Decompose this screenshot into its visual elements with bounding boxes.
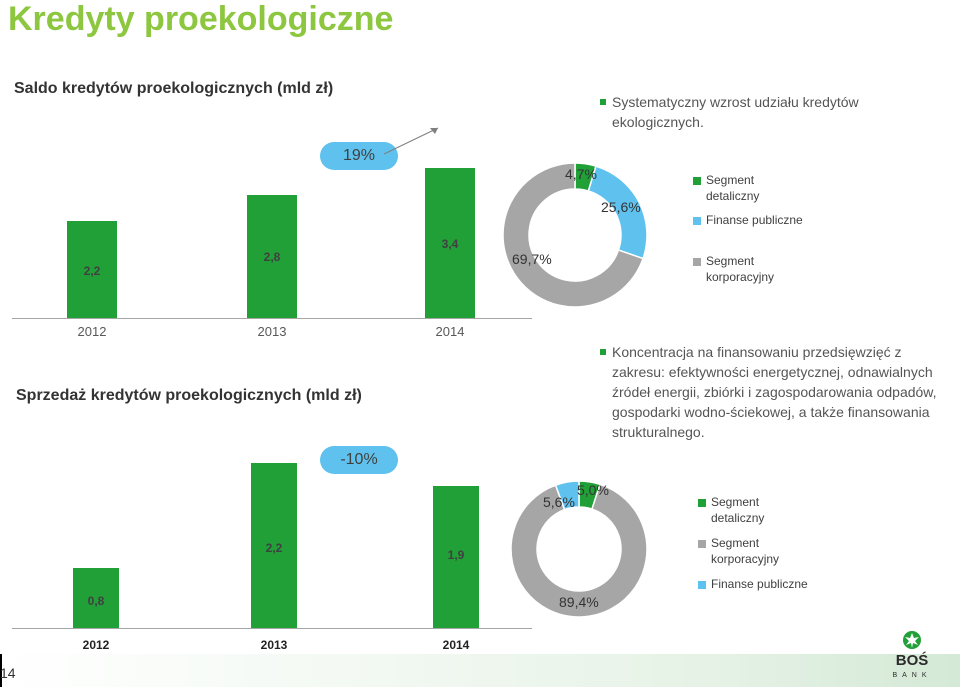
chart1-title: Saldo kredytów proekologicznych (mld zł) bbox=[14, 80, 334, 97]
donut-slice bbox=[502, 162, 645, 308]
chart2-growth-badge: -10% bbox=[320, 446, 398, 474]
chart1-axis bbox=[12, 318, 532, 319]
bullet-marker bbox=[600, 349, 606, 355]
legend2-retail: Segment detaliczny bbox=[711, 495, 765, 525]
donut-slice bbox=[554, 480, 580, 511]
donut2-label-corporate: 89,4% bbox=[559, 594, 599, 610]
bar-value-label: 2,2 bbox=[265, 541, 283, 555]
bar-2012 bbox=[67, 221, 117, 318]
legend1-swatch-corporate bbox=[693, 258, 701, 266]
chart2-axis bbox=[12, 628, 532, 629]
bar-2014 bbox=[433, 485, 479, 628]
bar-2013 bbox=[251, 463, 297, 628]
chart1-growth-arrow bbox=[383, 127, 439, 155]
bar-value-label: 3,4 bbox=[441, 237, 459, 251]
donut1-label-corporate: 69,7% bbox=[512, 251, 552, 267]
legend1-swatch-public bbox=[693, 217, 701, 225]
page-number: 14 bbox=[0, 665, 16, 681]
legend1-public: Finanse publiczne bbox=[706, 213, 803, 227]
donut2-label-retail: 5,0% bbox=[577, 482, 609, 498]
chart2-title: Sprzedaż kredytów proekologicznych (mld … bbox=[16, 387, 362, 404]
donut1-chart bbox=[502, 162, 648, 308]
legend1-retail: Segment detaliczny bbox=[706, 173, 760, 203]
x-tick-label: 2012 bbox=[82, 638, 110, 652]
bos-bank-logo: BOŚ BANK bbox=[892, 631, 931, 679]
footer-band bbox=[0, 654, 960, 687]
x-tick-label: 2014 bbox=[435, 324, 465, 339]
legend2-swatch-corporate bbox=[698, 540, 706, 548]
x-tick-label: 2013 bbox=[260, 638, 288, 652]
legend2-corporate: Segment korporacyjny bbox=[711, 536, 780, 566]
logo-text: BOŚ bbox=[896, 651, 929, 669]
bar-2013 bbox=[247, 194, 297, 318]
bottom-bullet-text: Koncentracja na finansowaniu przedsięwzi… bbox=[612, 344, 937, 440]
legend2-swatch-retail bbox=[698, 499, 706, 507]
chart1-growth-badge: 19% bbox=[320, 142, 398, 170]
donut2-label-public: 5,6% bbox=[543, 494, 575, 510]
bar-value-label: 2,2 bbox=[83, 264, 101, 278]
x-tick-label: 2013 bbox=[257, 324, 287, 339]
donut1-label-retail: 4,7% bbox=[565, 166, 597, 182]
bar-2014 bbox=[425, 168, 475, 318]
donut-slice bbox=[510, 483, 648, 618]
legend1-corporate: Segment korporacyjny bbox=[706, 254, 775, 284]
bullet-marker bbox=[600, 99, 606, 105]
bar-2012 bbox=[73, 568, 119, 628]
bar-value-label: 0,8 bbox=[87, 594, 105, 608]
bar-value-label: 2,8 bbox=[263, 250, 281, 264]
logo-subtext: BANK bbox=[892, 672, 931, 679]
bar-value-label: 1,9 bbox=[447, 548, 465, 562]
donut2-chart bbox=[510, 480, 648, 618]
legend2-swatch-public bbox=[698, 581, 706, 589]
top-bullet-text: Systematyczny wzrost udziału kredytów ek… bbox=[612, 94, 859, 130]
x-tick-label: 2012 bbox=[77, 324, 107, 339]
legend2-public: Finanse publiczne bbox=[711, 577, 808, 591]
legend1-swatch-retail bbox=[693, 177, 701, 185]
x-tick-label: 2014 bbox=[442, 638, 470, 652]
donut1-label-public: 25,6% bbox=[601, 199, 641, 215]
page-edge bbox=[0, 654, 2, 687]
slide-title: Kredyty proekologiczne bbox=[8, 0, 394, 38]
